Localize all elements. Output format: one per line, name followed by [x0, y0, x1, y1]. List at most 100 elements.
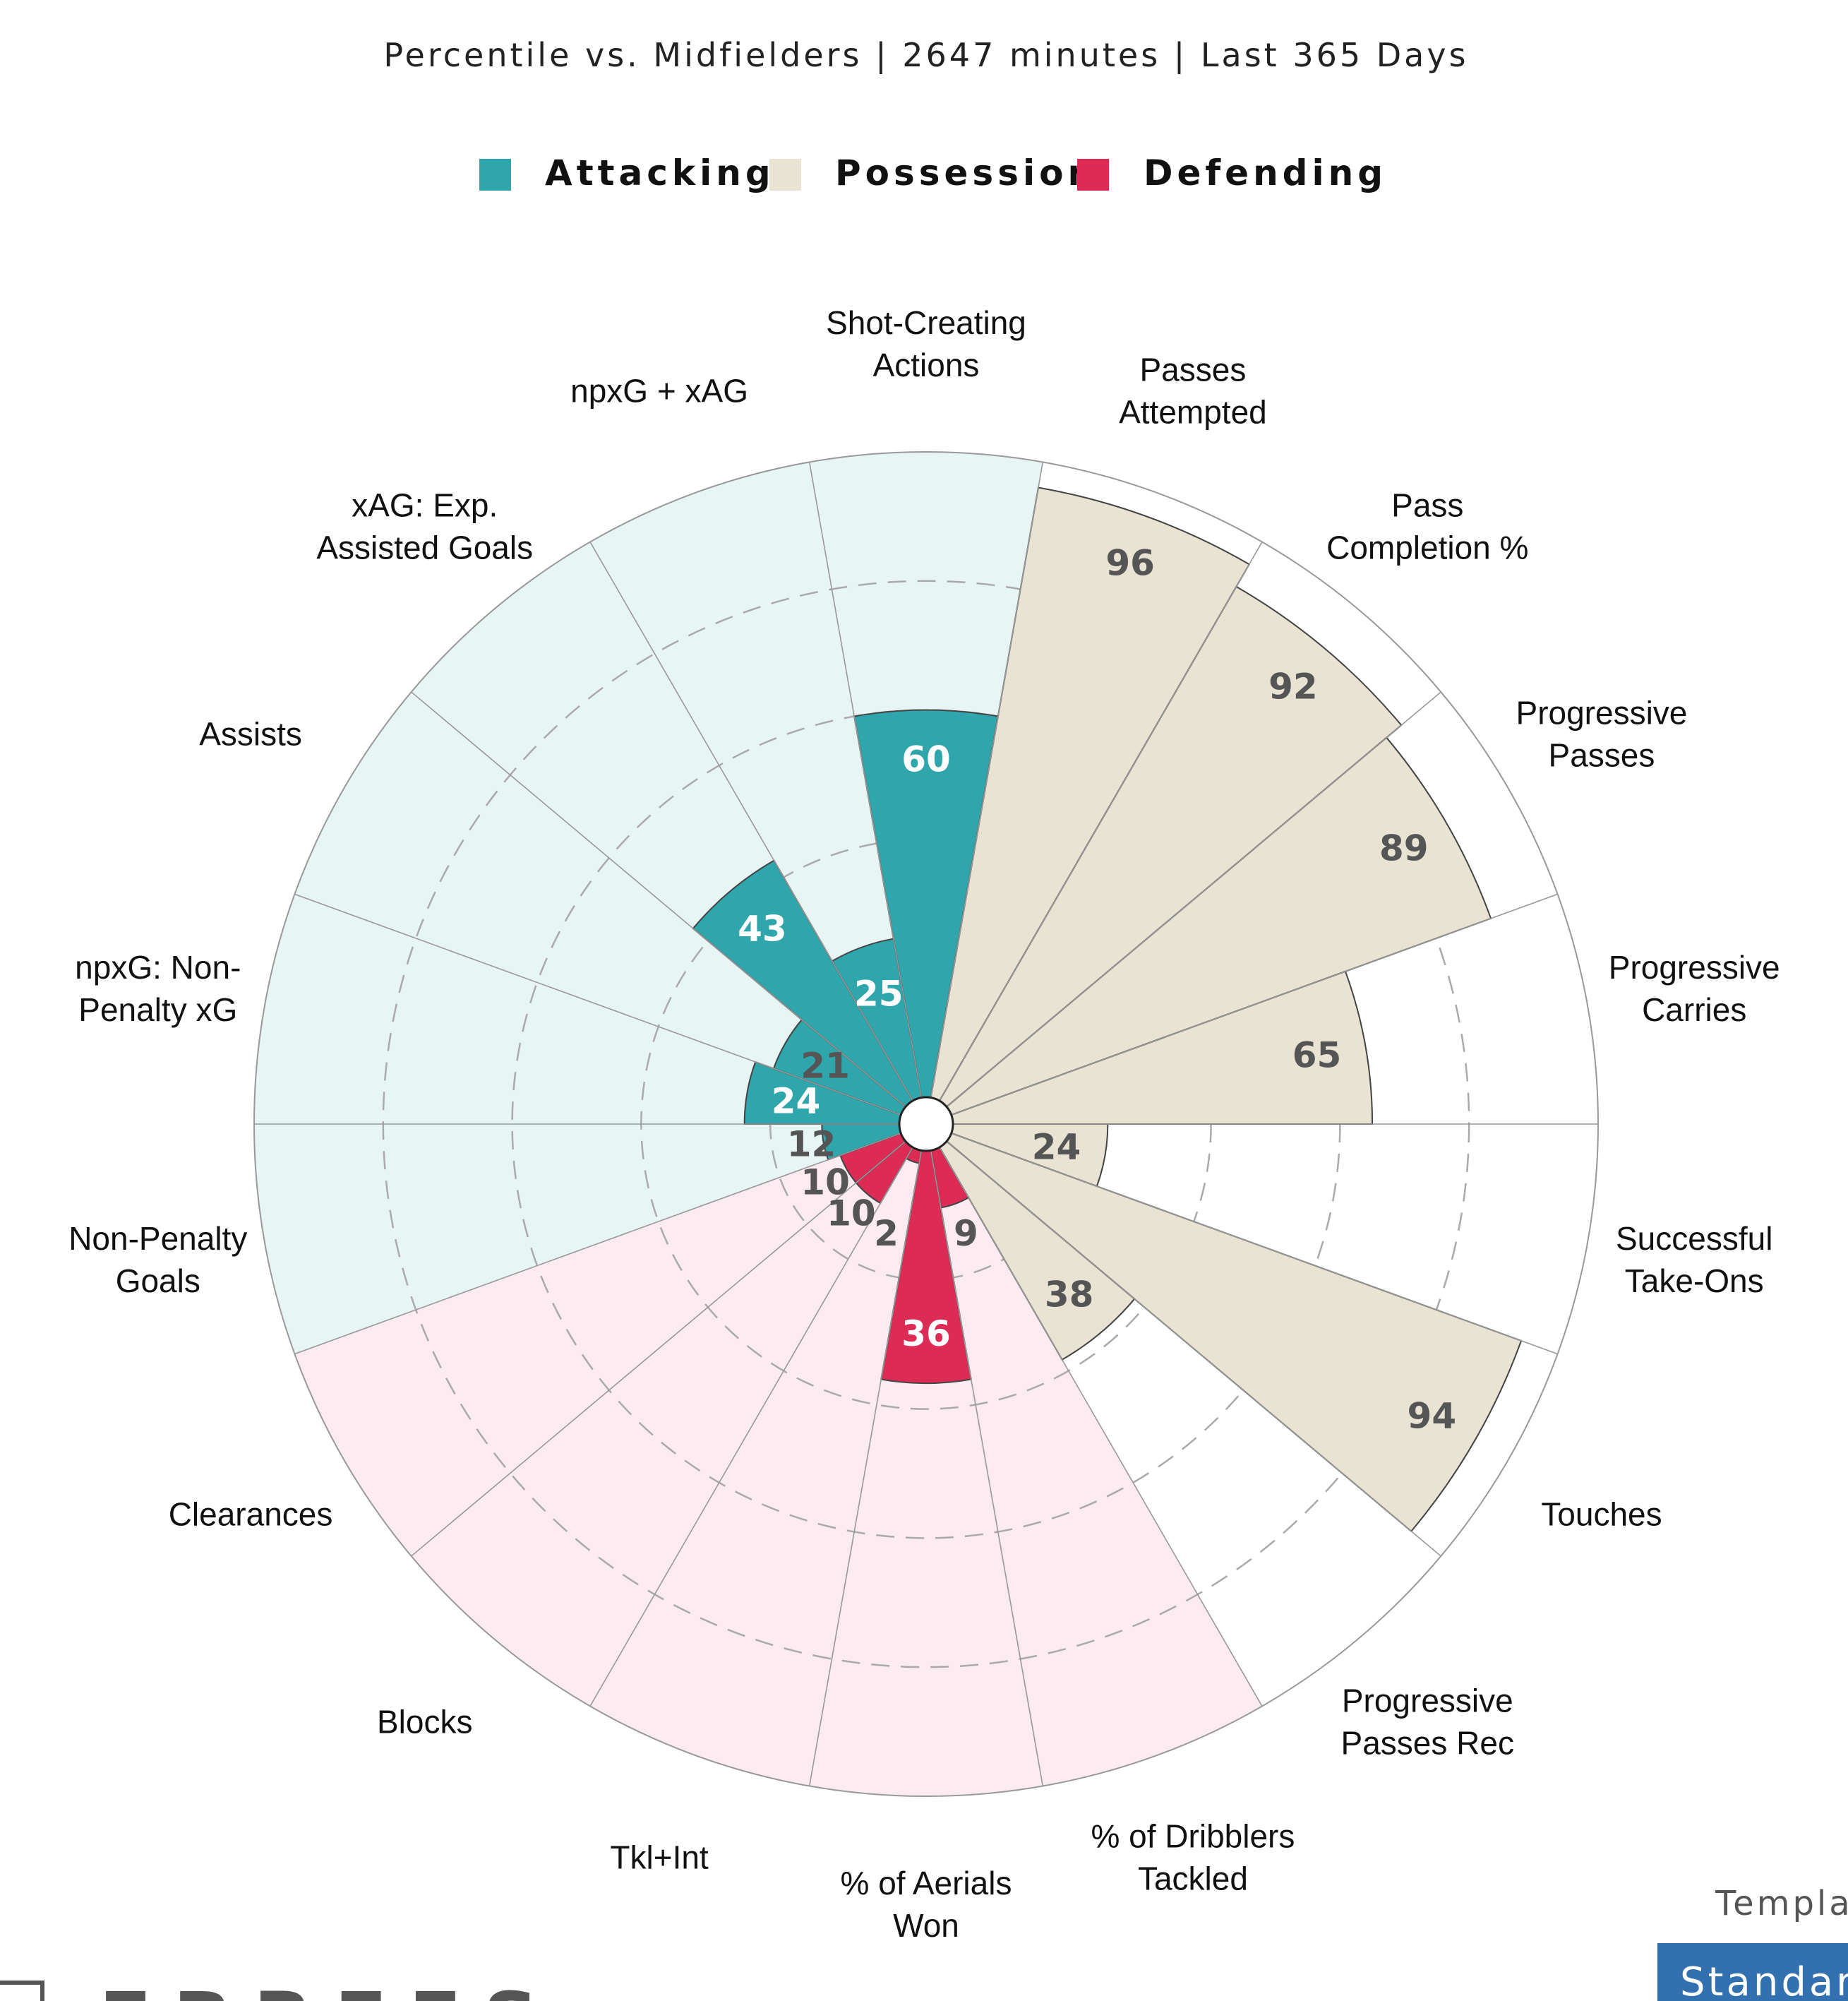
- value-label-xag-exp-assisted-goals: 43: [738, 908, 787, 949]
- value-label-passes-attempted: 96: [1105, 543, 1155, 584]
- value-label-of-aerials-won: 36: [901, 1313, 951, 1354]
- segment-dividers: [254, 462, 1598, 1786]
- category-label-line: Touches: [1541, 1496, 1662, 1533]
- category-label-successful-take-ons: Successful Take-Ons: [1616, 1220, 1772, 1299]
- category-label-line: Tkl+Int: [610, 1839, 709, 1875]
- segment-divider: [411, 1140, 906, 1557]
- segment-bg-npxg-xag: [590, 462, 922, 1101]
- segment-divider: [589, 1147, 913, 1707]
- value-label-non-penalty-goals: 12: [787, 1124, 836, 1165]
- segment-bg-successful-take-ons: [951, 1124, 1598, 1354]
- category-label-line: Goals: [116, 1262, 200, 1299]
- segment-divider: [808, 462, 923, 1098]
- category-label-line: Shot-Creating: [826, 304, 1026, 341]
- chart-subtitle: Percentile vs. Midfielders | 2647 minute…: [383, 36, 1468, 75]
- category-label-line: Carries: [1642, 991, 1746, 1028]
- segment-divider: [939, 542, 1263, 1101]
- category-label-line: Progressive: [1516, 695, 1688, 731]
- segment-divider: [930, 1150, 1044, 1786]
- value-bars: [692, 486, 1523, 1533]
- category-label-line: Passes: [1549, 737, 1655, 774]
- segment-divider: [946, 1140, 1441, 1557]
- category-label-line: Progressive: [1342, 1682, 1513, 1719]
- segment-divider: [294, 1133, 901, 1355]
- value-label-blocks: 10: [827, 1193, 876, 1234]
- legend-label-possession: Possession: [835, 153, 1097, 193]
- category-label-line: Attempted: [1119, 394, 1267, 431]
- category-label-progressive-passes: Progressive Passes: [1516, 695, 1688, 774]
- center-hole: [898, 1096, 954, 1152]
- category-label-line: Penalty xG: [78, 991, 237, 1028]
- value-label-progressive-carries: 65: [1292, 1034, 1342, 1075]
- category-label-clearances: Clearances: [169, 1496, 333, 1533]
- category-label-line: Passes Rec: [1341, 1724, 1514, 1761]
- category-label-line: Pass: [1391, 487, 1463, 524]
- segment-divider: [589, 542, 913, 1101]
- category-label-tkl-int: Tkl+Int: [610, 1839, 709, 1875]
- value-label-progressive-passes-rec: 38: [1045, 1274, 1094, 1315]
- segment-bg-tkl-int: [590, 1147, 922, 1786]
- value-label-npxg-xag: 25: [854, 973, 904, 1014]
- category-label-passes-attempted: Passes Attempted: [1119, 352, 1267, 431]
- legend-swatch-possession: [769, 159, 801, 191]
- value-label-tkl-int: 2: [874, 1213, 899, 1254]
- footer-brand-mark: [0, 1981, 44, 2001]
- category-label-line: npxG: Non-: [75, 949, 241, 986]
- legend-label-attacking: Attacking: [545, 153, 775, 193]
- value-label-progressive-passes: 89: [1379, 828, 1429, 868]
- footer-badge-text: Standar: [1680, 1959, 1848, 2001]
- legend-label-defending: Defending: [1144, 153, 1387, 193]
- segment-divider: [951, 1133, 1558, 1355]
- legend: Attacking Possession Defending: [479, 153, 1387, 193]
- category-label-pass-completion: Pass Completion %: [1326, 487, 1528, 566]
- legend-swatch-defending: [1077, 159, 1109, 191]
- segment-bg-blocks: [411, 1141, 913, 1707]
- category-label-line: Assisted Goals: [316, 530, 533, 566]
- segment-bg-of-aerials-won: [809, 1150, 1043, 1796]
- value-label-successful-take-ons: 24: [1032, 1127, 1081, 1168]
- category-label-line: Blocks: [377, 1703, 472, 1740]
- footer-badge: [1657, 1943, 1848, 2001]
- category-label-line: Actions: [873, 347, 980, 383]
- segment-divider: [939, 1147, 1263, 1707]
- footer-brand-text: FBREFS: [99, 1976, 560, 2001]
- value-label-shot-creating-actions: 60: [901, 739, 951, 780]
- segment-bg-assists: [294, 692, 906, 1116]
- segment-divider: [294, 893, 901, 1116]
- category-label-assists: Assists: [199, 716, 302, 753]
- category-label-line: % of Aerials: [841, 1865, 1012, 1901]
- category-label-npxg-xag: npxG + xAG: [570, 373, 748, 410]
- category-label-line: Progressive: [1609, 949, 1780, 986]
- center-circle: [898, 1096, 954, 1152]
- segment-bg-non-penalty-goals: [254, 1124, 901, 1354]
- category-label-line: Passes: [1140, 352, 1247, 388]
- footer-template-text: Templa: [1715, 1884, 1848, 1923]
- category-label-xag-exp-assisted-goals: xAG: Exp. Assisted Goals: [316, 487, 533, 566]
- segment-bg-of-dribblers-tackled: [930, 1147, 1262, 1786]
- segment-bg-clearances: [294, 1133, 906, 1556]
- category-label-line: Assists: [199, 716, 302, 753]
- category-label-touches: Touches: [1541, 1496, 1662, 1533]
- value-label-of-dribblers-tackled: 9: [954, 1213, 978, 1254]
- category-label-blocks: Blocks: [377, 1703, 472, 1740]
- footer: Templa Standar FBREFS: [0, 1884, 1848, 2001]
- category-label-line: Won: [893, 1907, 959, 1944]
- segment-backgrounds: [254, 452, 1598, 1796]
- category-label-of-dribblers-tackled: % of Dribblers Tackled: [1091, 1817, 1295, 1897]
- category-label-line: Take-Ons: [1625, 1262, 1764, 1299]
- category-labels: Shot-Creating Actions Passes Attempted Pass C…: [68, 304, 1780, 1944]
- category-label-line: Tackled: [1138, 1860, 1248, 1897]
- category-label-line: Clearances: [169, 1496, 333, 1533]
- value-label-pass-completion: 92: [1268, 666, 1318, 707]
- value-label-npxg-non-penalty-xg: 24: [772, 1080, 821, 1121]
- footer-brand-logo: FBREFS: [0, 1976, 560, 2001]
- category-label-shot-creating-actions: Shot-Creating Actions: [826, 304, 1026, 383]
- category-label-line: Non-Penalty: [68, 1220, 247, 1257]
- category-label-line: xAG: Exp.: [352, 487, 498, 524]
- segment-divider: [951, 893, 1558, 1116]
- value-label-clearances: 10: [800, 1162, 850, 1203]
- category-label-npxg-non-penalty-xg: npxG: Non- Penalty xG: [75, 949, 241, 1028]
- category-label-progressive-passes-rec: Progressive Passes Rec: [1341, 1682, 1514, 1761]
